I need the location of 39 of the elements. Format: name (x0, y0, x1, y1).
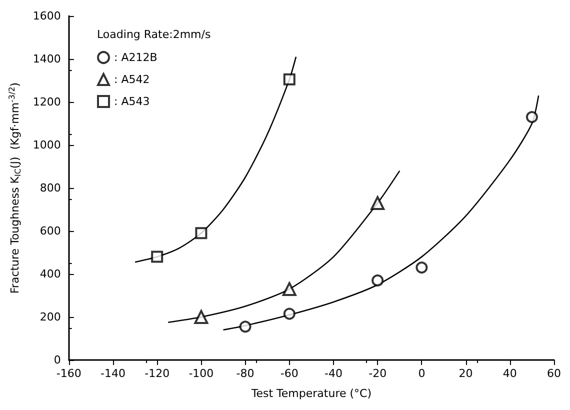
y-tick-label: 200 (40, 310, 61, 324)
legend-title: Loading Rate:2mm/s (97, 28, 211, 41)
point (195, 227, 208, 240)
x-tick-label: 40 (502, 367, 517, 380)
point (370, 196, 385, 210)
y-tick-label: 1200 (32, 96, 61, 108)
y-axis-title: Fracture Toughness KIC(J) (Kgf·mm-3/2) (8, 82, 22, 294)
x-tick-label: -20 (368, 367, 387, 380)
legend-label: : A542 (114, 73, 150, 86)
line-series (167, 170, 400, 324)
point (151, 250, 164, 263)
y-tick-label: 0 (54, 354, 61, 366)
point (526, 111, 538, 124)
point (282, 282, 296, 296)
point (283, 308, 296, 320)
x-axis-title: Test Temperature (°C) (250, 387, 372, 400)
legend-label: : A212B (114, 51, 158, 64)
x-tick-label: -80 (236, 367, 254, 380)
y-tick-label: 400 (40, 268, 61, 280)
point (283, 73, 296, 86)
legend-label: : A543 (114, 95, 150, 108)
x-tick-label: 0 (418, 367, 426, 380)
y-tick-label: 1400 (32, 52, 61, 66)
point (194, 310, 208, 324)
point (372, 274, 384, 286)
x-tick-label: -100 (188, 367, 214, 380)
x-tick-label: -140 (100, 367, 126, 380)
x-tick-label: -120 (144, 367, 170, 380)
x-tick-label: -40 (324, 367, 342, 380)
x-tick-label: -60 (280, 367, 298, 380)
point (416, 262, 428, 274)
y-tick-label: 600 (40, 224, 61, 238)
y-tick-label: 1000 (32, 138, 61, 152)
x-tick-label: 60 (547, 367, 561, 380)
y-tick-label: 1600 (32, 10, 61, 22)
x-tick-label: -160 (56, 367, 82, 380)
y-tick-label: 800 (40, 182, 61, 194)
x-tick-label: 20 (458, 367, 473, 380)
point (239, 320, 252, 333)
